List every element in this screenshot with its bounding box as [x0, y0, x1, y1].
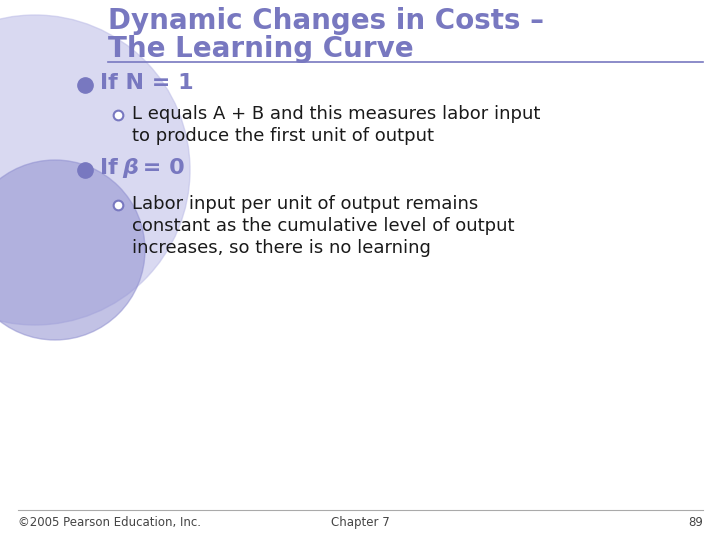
- Text: = 0: = 0: [135, 158, 185, 178]
- Text: The Learning Curve: The Learning Curve: [108, 35, 413, 63]
- Text: β: β: [122, 158, 138, 178]
- Text: L equals A + B and this measures labor input: L equals A + B and this measures labor i…: [132, 105, 541, 123]
- Text: If: If: [100, 158, 125, 178]
- Text: 89: 89: [688, 516, 703, 529]
- Text: to produce the first unit of output: to produce the first unit of output: [132, 127, 434, 145]
- Text: Labor input per unit of output remains: Labor input per unit of output remains: [132, 195, 478, 213]
- Text: If N = 1: If N = 1: [100, 73, 194, 93]
- Text: ©2005 Pearson Education, Inc.: ©2005 Pearson Education, Inc.: [18, 516, 201, 529]
- Text: constant as the cumulative level of output: constant as the cumulative level of outp…: [132, 217, 515, 235]
- Text: Dynamic Changes in Costs –: Dynamic Changes in Costs –: [108, 7, 544, 35]
- Text: Chapter 7: Chapter 7: [330, 516, 390, 529]
- Text: increases, so there is no learning: increases, so there is no learning: [132, 239, 431, 257]
- Circle shape: [0, 15, 190, 325]
- Circle shape: [0, 160, 145, 340]
